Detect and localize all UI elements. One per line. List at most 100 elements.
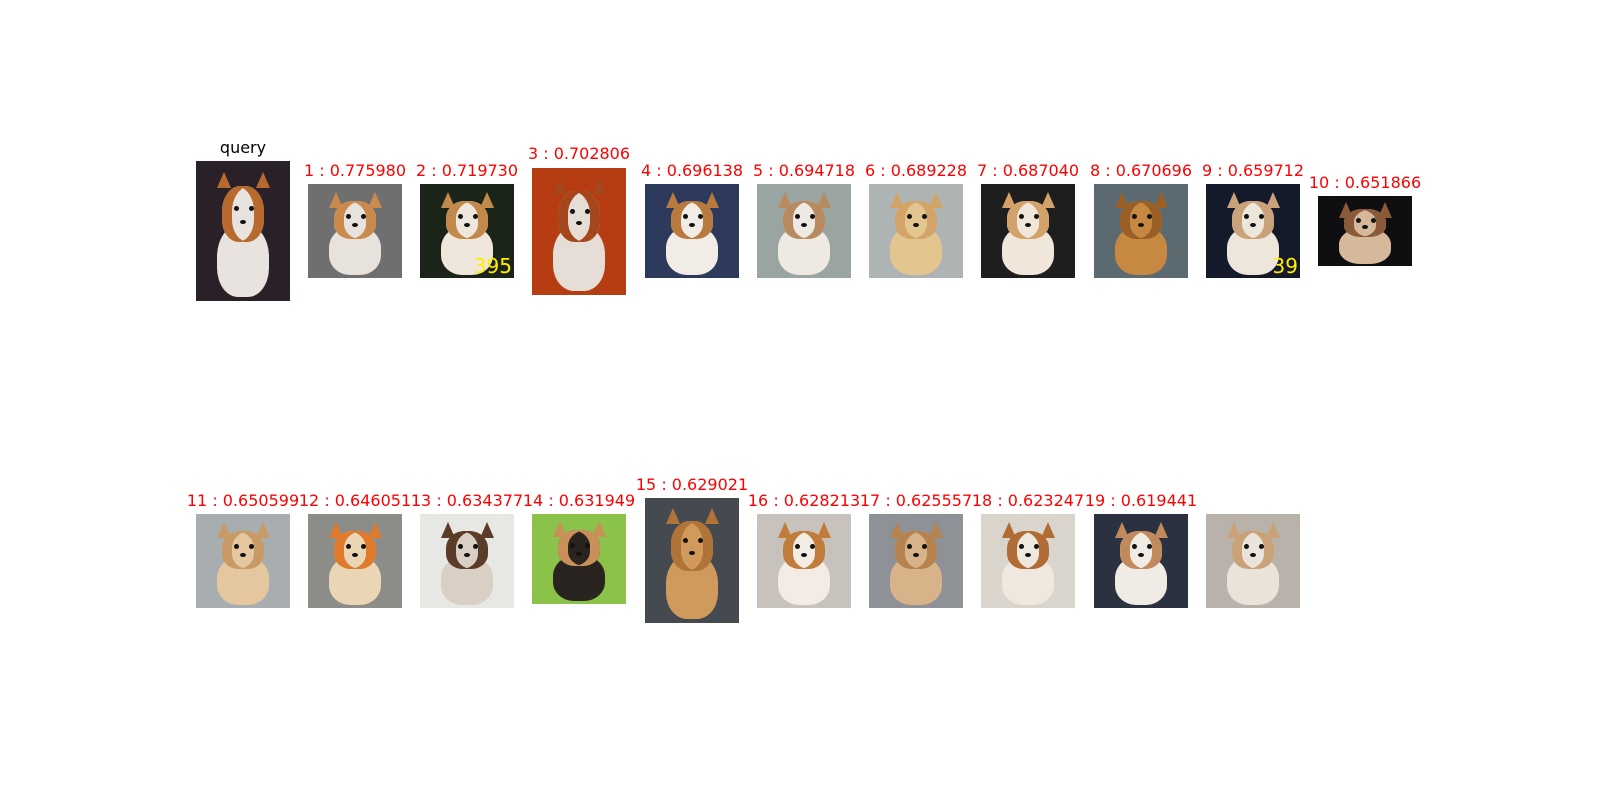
dog-ear — [817, 191, 832, 208]
dog-ear — [1114, 191, 1129, 208]
result-photo — [532, 514, 626, 604]
result-score-label: 10 : 0.651866 — [1308, 173, 1422, 192]
dog-eye — [1033, 544, 1039, 550]
dog-nose — [1025, 553, 1032, 558]
result-photo — [869, 514, 963, 608]
result-score-label: 13 : 0.634377 — [410, 491, 524, 510]
result-score-label: 19 : 0.619441 — [1084, 491, 1198, 510]
dog-eye — [360, 544, 366, 550]
dog-ear — [328, 521, 343, 538]
dog-eye — [1243, 214, 1249, 220]
query-photo — [196, 161, 290, 301]
result-score-label: 6 : 0.689228 — [864, 161, 968, 180]
result-image — [308, 514, 402, 608]
result-image — [1206, 514, 1300, 608]
dog-ear — [1226, 191, 1241, 208]
dog-eye — [360, 214, 366, 220]
dog-head — [671, 520, 713, 571]
photo-stamp: 39 — [1272, 254, 1298, 278]
result-score-label: 8 : 0.670696 — [1089, 161, 1193, 180]
result-score-label: 12 : 0.646051 — [298, 491, 412, 510]
result-image — [645, 498, 739, 623]
dog-ear — [1378, 201, 1393, 218]
result-photo — [308, 514, 402, 608]
dog-ear — [328, 191, 343, 208]
dog-nose — [1138, 553, 1145, 558]
dog-head — [558, 190, 600, 242]
dog-ear — [440, 191, 455, 208]
photo-stamp: 395 — [473, 254, 512, 278]
dog-eye — [809, 544, 815, 550]
dog-nose — [352, 223, 359, 228]
dog-ear — [889, 521, 904, 538]
result-image — [196, 514, 290, 608]
dog-eye — [345, 544, 351, 550]
dog-nose — [689, 223, 696, 228]
dog-eye — [794, 214, 800, 220]
dog-nose — [689, 550, 696, 555]
dog-ear — [1041, 191, 1056, 208]
dog-eye — [1370, 218, 1376, 224]
result-photo — [420, 514, 514, 608]
dog-ear — [216, 172, 231, 189]
dog-ear — [929, 521, 944, 538]
dog-ear — [256, 521, 271, 538]
result-photo — [869, 184, 963, 278]
result-score-label: 5 : 0.694718 — [752, 161, 856, 180]
dog-eye — [569, 542, 575, 548]
dog-ear — [552, 521, 567, 538]
dog-ear — [1154, 191, 1169, 208]
dog-nose — [240, 553, 247, 558]
dog-nose — [352, 553, 359, 558]
dog-ear — [889, 191, 904, 208]
result-image — [1094, 514, 1188, 608]
result-image — [420, 514, 514, 608]
result-image — [532, 514, 626, 604]
result-photo: 395 — [420, 184, 514, 278]
dog-nose — [801, 223, 808, 228]
result-photo — [645, 498, 739, 623]
dog-ear — [552, 178, 567, 195]
result-image — [869, 514, 963, 608]
result-photo — [196, 514, 290, 608]
result-image — [532, 168, 626, 295]
dog-ear — [777, 191, 792, 208]
result-score-label: 15 : 0.629021 — [635, 475, 749, 494]
result-score-label: 16 : 0.628213 — [747, 491, 861, 510]
dog-eye — [1131, 214, 1137, 220]
dog-eye — [1131, 544, 1137, 550]
result-score-label: 14 : 0.631949 — [522, 491, 636, 510]
dog-ear — [480, 191, 495, 208]
dog-eye — [1018, 544, 1024, 550]
dog-eye — [1355, 218, 1361, 224]
result-photo — [1094, 184, 1188, 278]
dog-eye — [248, 205, 254, 211]
dog-ear — [440, 521, 455, 538]
result-score-label: 17 : 0.625557 — [859, 491, 973, 510]
dog-eye — [921, 214, 927, 220]
dog-nose — [1138, 223, 1145, 228]
result-photo — [308, 184, 402, 278]
dog-nose — [913, 553, 920, 558]
dog-ear — [368, 191, 383, 208]
dog-ear — [705, 191, 720, 208]
query-label: query — [219, 138, 267, 157]
dog-eye — [1146, 544, 1152, 550]
dog-ear — [929, 191, 944, 208]
result-photo — [1318, 196, 1412, 266]
dog-nose — [1250, 223, 1257, 228]
dog-ear — [480, 521, 495, 538]
result-score-label: 18 : 0.623247 — [971, 491, 1085, 510]
dog-nose — [240, 219, 247, 224]
result-image — [757, 184, 851, 278]
result-score-label: 4 : 0.696138 — [640, 161, 744, 180]
dog-ear — [1001, 521, 1016, 538]
dog-ear — [1041, 521, 1056, 538]
dog-eye — [697, 214, 703, 220]
result-photo — [1206, 514, 1300, 608]
dog-ear — [1266, 191, 1281, 208]
dog-eye — [233, 205, 239, 211]
dog-eye — [682, 214, 688, 220]
dog-ear — [1114, 521, 1129, 538]
result-photo — [981, 514, 1075, 608]
